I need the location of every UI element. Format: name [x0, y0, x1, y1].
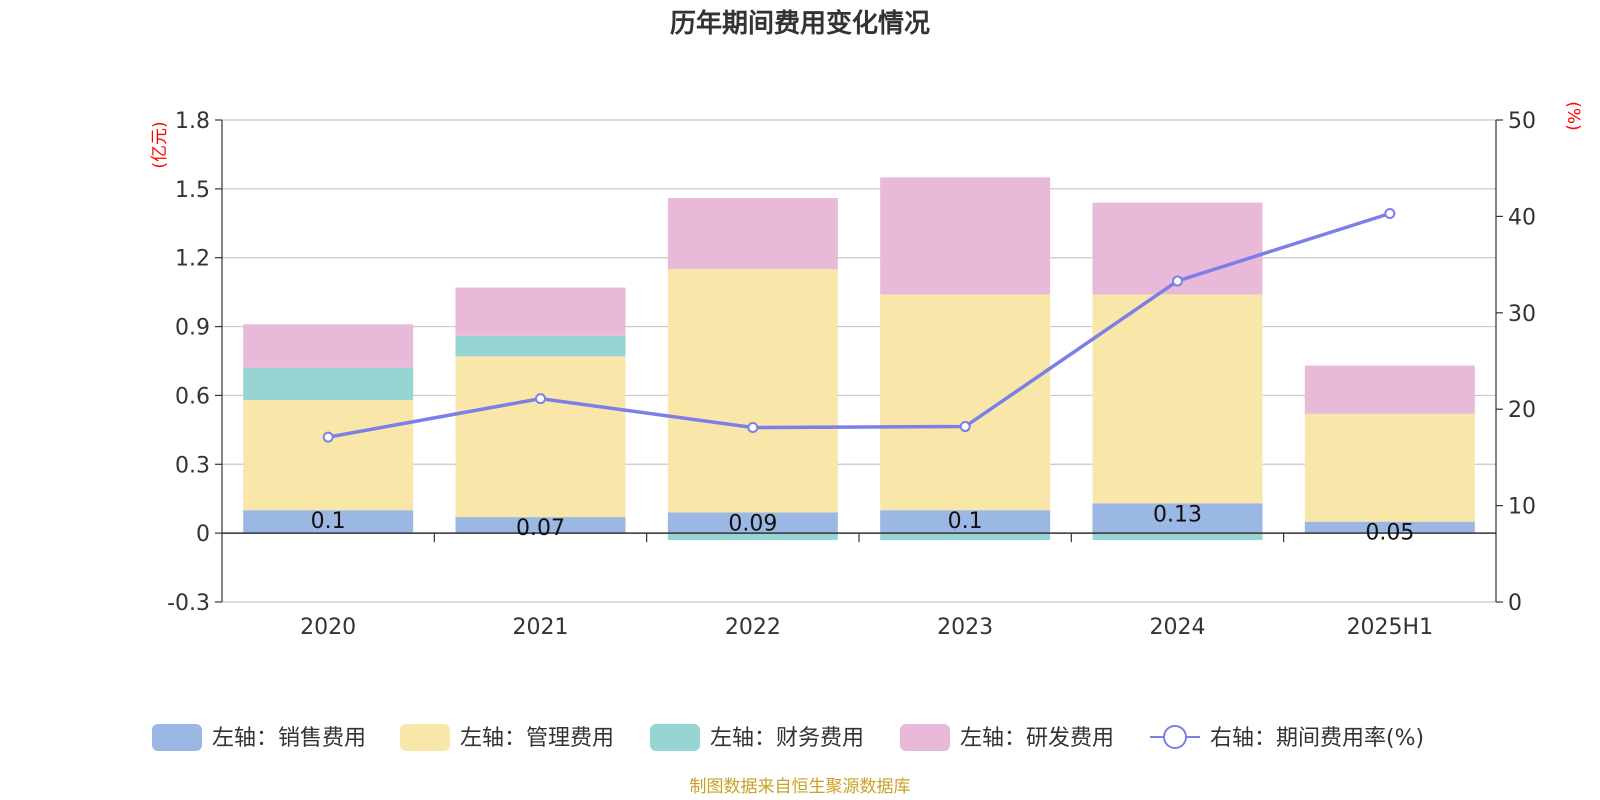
- axes: 1.8 1.5 1.2 0.9 0.6 0.3 0 -0.3 50 40 30 20 10 0 2020 20…: [167, 109, 1536, 640]
- legend-label: 左轴：管理费用: [460, 726, 614, 751]
- x-tick-label: 2023: [937, 615, 993, 640]
- bar-segment: [880, 533, 1051, 541]
- x-tick-label: 2024: [1150, 615, 1206, 640]
- left-axis-unit: (亿元): [150, 121, 170, 168]
- bar-segment: [1092, 533, 1263, 541]
- bar-segment: [1304, 521, 1475, 534]
- right-tick-label: 10: [1508, 495, 1536, 520]
- right-tick-label: 30: [1508, 302, 1536, 327]
- bar-segment: [667, 198, 838, 270]
- rate-point: [1172, 275, 1183, 287]
- legend-swatch: [152, 724, 202, 751]
- data-labels: 0.1 0.07 0.09 0.1 0.13 0.05: [311, 502, 1415, 545]
- bar-segment: [243, 400, 414, 511]
- bar-segment: [1092, 503, 1263, 534]
- x-tick-label: 2020: [300, 615, 356, 640]
- right-tick-label: 50: [1508, 109, 1536, 134]
- rate-line: [322, 208, 1396, 443]
- rate-point: [747, 422, 759, 434]
- legend-label: 左轴：研发费用: [960, 726, 1114, 751]
- chart-title: 历年期间费用变化情况: [670, 8, 930, 39]
- x-tick-label: 2022: [725, 615, 781, 640]
- legend-label: 左轴：财务费用: [710, 726, 864, 751]
- data-label: 0.09: [728, 511, 777, 536]
- bar-segment: [455, 335, 626, 357]
- bar-segment: [667, 533, 838, 541]
- data-label: 0.1: [311, 509, 346, 534]
- bar-segment: [667, 269, 838, 513]
- left-tick-label: 0.6: [175, 384, 210, 409]
- bar-segment: [455, 287, 626, 336]
- bar-segment: [880, 294, 1051, 511]
- x-tick-label: 2025H1: [1347, 615, 1434, 640]
- left-tick-label: 0.9: [175, 316, 210, 341]
- left-tick-label: 1.8: [175, 109, 210, 134]
- bar-segment: [667, 512, 838, 534]
- bar-segment: [880, 177, 1051, 295]
- rate-point: [535, 393, 546, 405]
- legend-swatch: [900, 724, 950, 751]
- right-tick-label: 0: [1508, 591, 1522, 616]
- legend: 左轴：销售费用 左轴：管理费用 左轴：财务费用 左轴：研发费用 右轴：期间费用率(%): [152, 724, 1424, 751]
- left-tick-label: 0: [196, 522, 210, 547]
- bar-segment: [243, 324, 414, 368]
- legend-swatch: [650, 724, 700, 751]
- left-tick-label: 1.5: [175, 178, 210, 203]
- data-label: 0.13: [1153, 502, 1202, 527]
- bars: [243, 177, 1475, 541]
- right-axis-unit: (%): [1563, 101, 1583, 130]
- bar-segment: [243, 367, 414, 401]
- source-note: 制图数据来自恒生聚源数据库: [690, 777, 911, 797]
- x-tick-label: 2021: [513, 615, 569, 640]
- left-tick-label: 0.3: [175, 453, 210, 478]
- left-tick-label: -0.3: [167, 591, 210, 616]
- grid: [222, 119, 1496, 603]
- bar-segment: [1304, 365, 1475, 414]
- data-label: 0.07: [516, 516, 565, 541]
- bar-segment: [455, 517, 626, 534]
- right-tick-label: 20: [1508, 398, 1536, 423]
- right-tick-label: 40: [1508, 205, 1536, 230]
- bar-segment: [1092, 294, 1263, 504]
- rate-point: [322, 431, 334, 443]
- legend-label: 左轴：销售费用: [212, 726, 366, 751]
- legend-marker: [1163, 725, 1187, 749]
- data-label: 0.1: [948, 509, 983, 534]
- left-tick-label: 1.2: [175, 247, 210, 272]
- legend-swatch: [400, 724, 450, 751]
- bar-segment: [243, 510, 414, 534]
- bar-segment: [455, 356, 626, 518]
- rate-line-path: [327, 211, 1391, 439]
- bar-segment: [1304, 413, 1475, 522]
- bar-segment: [880, 510, 1051, 534]
- data-label: 0.05: [1365, 521, 1414, 546]
- rate-point: [959, 421, 971, 433]
- rate-point: [1384, 208, 1396, 220]
- legend-label: 右轴：期间费用率(%): [1210, 726, 1424, 751]
